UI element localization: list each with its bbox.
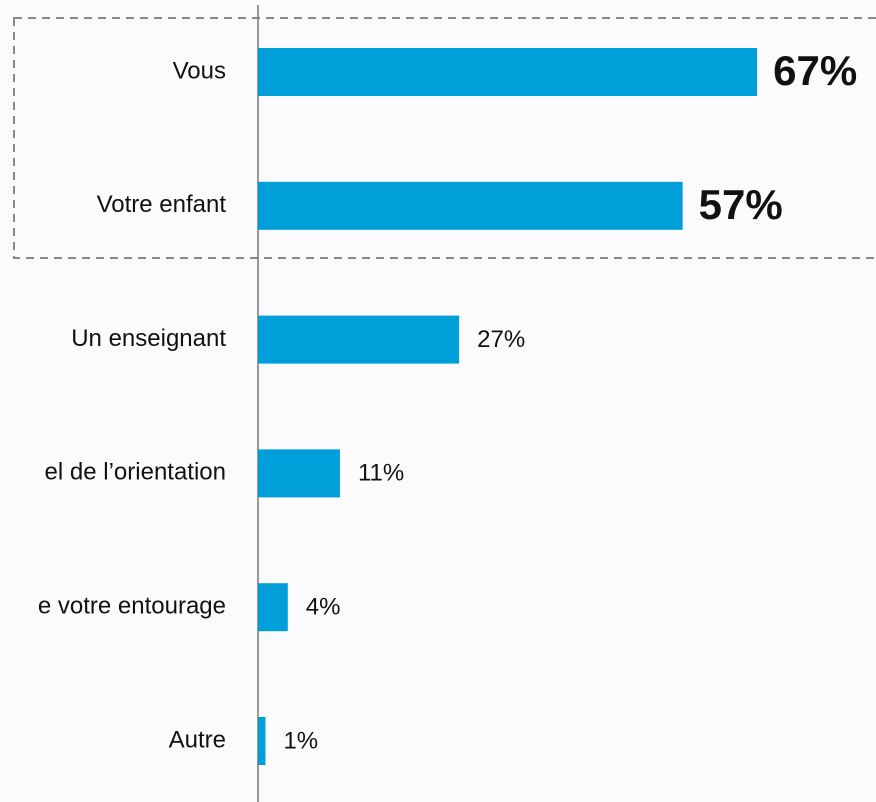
category-label: el de l’orientation [45, 459, 226, 486]
bar [258, 315, 460, 364]
value-label: 1% [283, 727, 318, 754]
value-label: 4% [306, 594, 341, 621]
bar [258, 717, 266, 765]
bar [258, 583, 288, 632]
value-label: 67% [773, 47, 857, 94]
category-label: Un enseignant [71, 325, 226, 352]
category-label: e votre entourage [38, 593, 226, 620]
category-label: Autre [169, 726, 226, 753]
category-label: Vous [173, 57, 226, 84]
value-label: 27% [477, 326, 525, 353]
highlight-box [13, 17, 876, 259]
bar [258, 48, 758, 96]
category-label: Votre enfant [97, 191, 227, 218]
bar [258, 449, 340, 498]
value-label: 11% [358, 460, 404, 487]
value-label: 57% [699, 181, 783, 228]
bar [258, 181, 683, 230]
